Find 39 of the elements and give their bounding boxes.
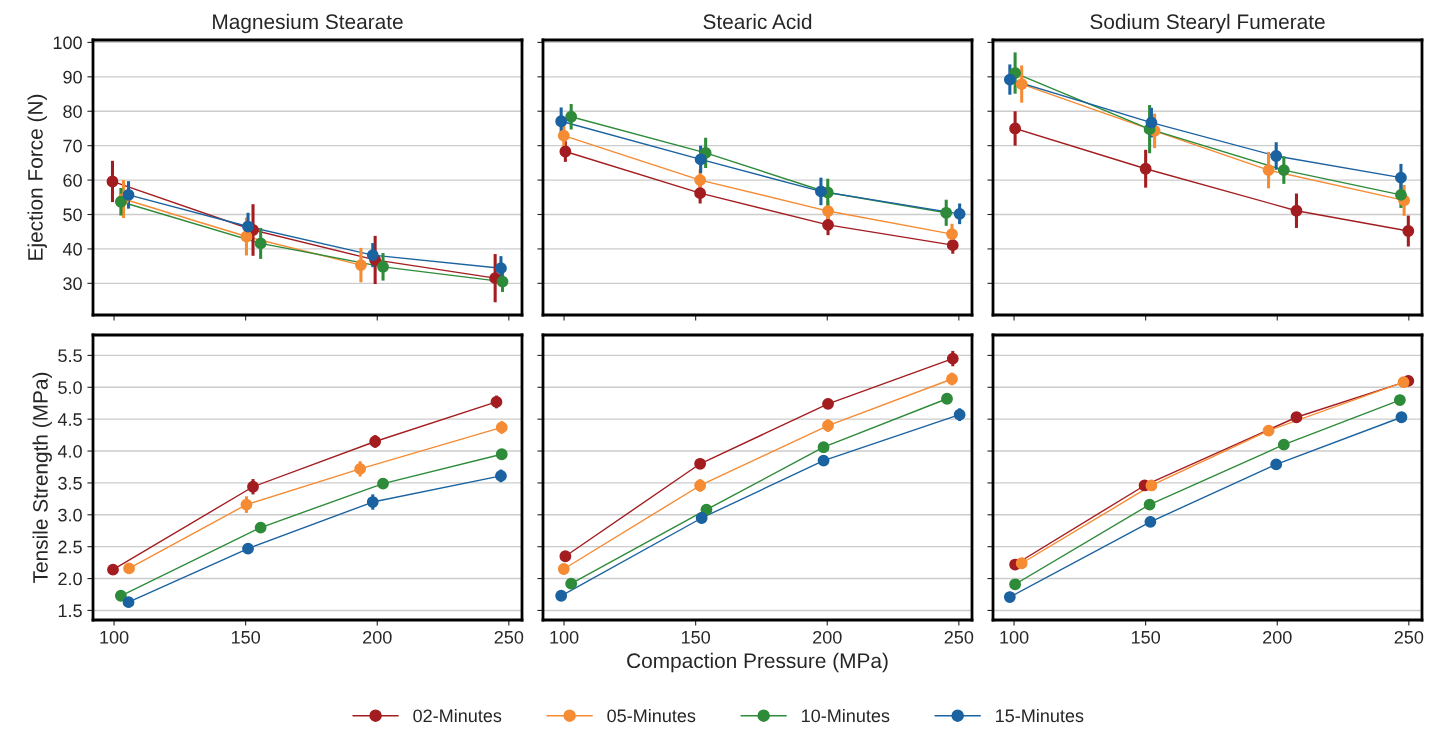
x-tick-label: 150 xyxy=(681,630,711,644)
y-tick-label: 5.0 xyxy=(58,381,82,394)
y-tick-label: 30 xyxy=(63,277,82,291)
y-tick-label: 70 xyxy=(63,139,82,153)
x-tick-label: 150 xyxy=(1131,630,1161,644)
x-tick-label: 250 xyxy=(944,630,974,644)
y-tick-label: 100 xyxy=(53,36,82,50)
y-tick-label: 90 xyxy=(63,70,82,84)
y-tick-label: 60 xyxy=(63,174,82,187)
y-axis-title: Ejection Force (N) xyxy=(27,94,47,260)
y-tick-label: 1.5 xyxy=(58,604,82,618)
y-tick-label: 80 xyxy=(63,105,82,118)
y-tick-label: 40 xyxy=(62,242,82,256)
x-tick-label: 250 xyxy=(494,630,524,644)
x-tick-label: 100 xyxy=(100,630,129,644)
x-axis-title: Compaction Pressure (MPa) xyxy=(627,652,888,673)
y-axis-title: Tensile Strength (MPa) xyxy=(32,372,52,583)
x-tick-label: 200 xyxy=(363,630,392,644)
y-tick-label: 4.5 xyxy=(57,413,82,426)
legend-label: 05-Minutes xyxy=(607,708,696,723)
x-tick-label: 200 xyxy=(813,630,842,644)
y-tick-label: 4.0 xyxy=(57,444,82,458)
x-tick-label: 250 xyxy=(1394,630,1424,644)
legend-label: 15-Minutes xyxy=(996,708,1084,723)
y-tick-label: 2.0 xyxy=(58,572,82,586)
y-tick-label: 50 xyxy=(63,208,82,222)
y-tick-label: 2.5 xyxy=(58,540,82,554)
x-tick-label: 200 xyxy=(1263,630,1292,644)
y-tick-label: 5.5 xyxy=(58,349,82,363)
x-tick-label: 150 xyxy=(231,630,261,644)
x-tick-label: 100 xyxy=(1000,630,1029,644)
chart-title: Sodium Stearyl Fumerate xyxy=(1090,13,1325,34)
chart-title: Magnesium Stearate xyxy=(213,13,403,34)
legend-label: 02-Minutes xyxy=(413,708,502,723)
x-tick-label: 100 xyxy=(550,630,579,644)
y-tick-label: 3.0 xyxy=(58,508,82,522)
chart-title: Stearic Acid xyxy=(703,13,812,30)
legend-label: 10-Minutes xyxy=(802,708,890,723)
y-tick-label: 3.5 xyxy=(58,476,82,490)
